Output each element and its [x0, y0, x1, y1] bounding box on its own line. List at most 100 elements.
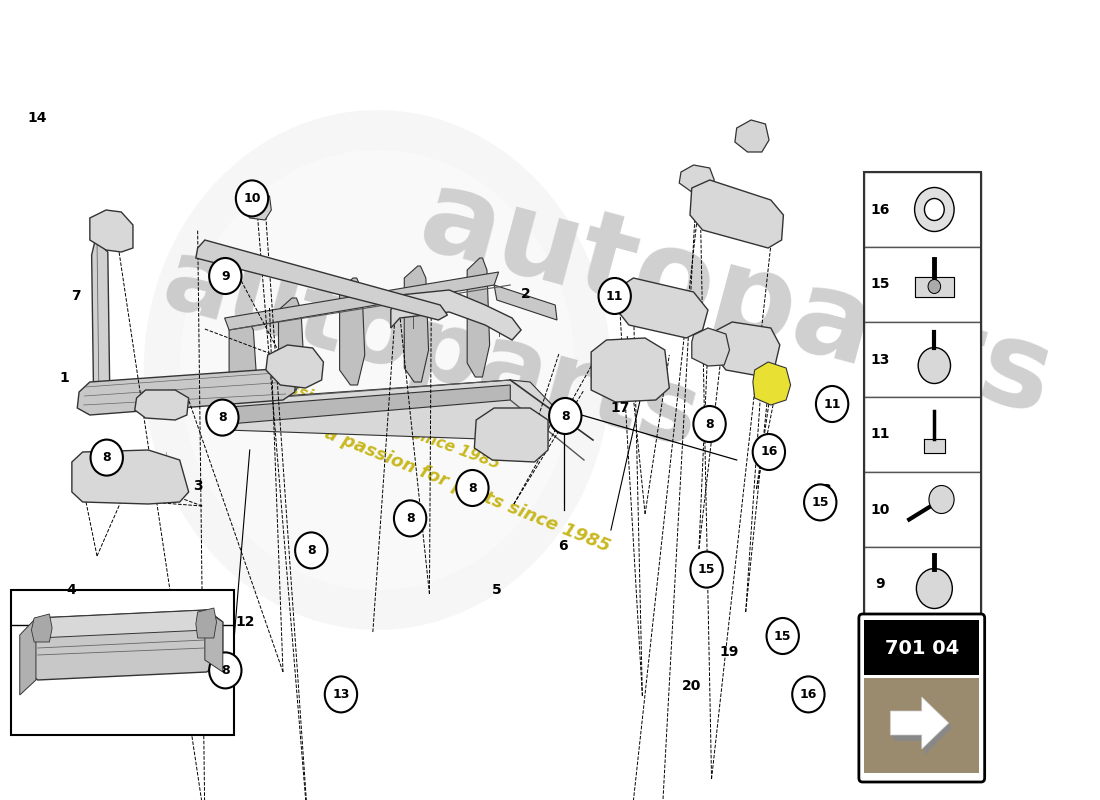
Circle shape: [394, 501, 427, 536]
Text: 16: 16: [871, 202, 890, 217]
Polygon shape: [474, 408, 548, 462]
Text: 16: 16: [800, 688, 817, 701]
Polygon shape: [205, 610, 223, 672]
Circle shape: [549, 398, 582, 434]
Text: 4: 4: [66, 582, 76, 597]
Text: 19: 19: [719, 645, 739, 659]
Text: 12: 12: [235, 615, 255, 630]
Circle shape: [324, 676, 358, 712]
Text: 8: 8: [406, 512, 415, 525]
Polygon shape: [405, 266, 429, 382]
Circle shape: [209, 258, 242, 294]
FancyBboxPatch shape: [859, 614, 984, 782]
Polygon shape: [135, 390, 189, 420]
Polygon shape: [714, 322, 780, 376]
Text: 8: 8: [307, 544, 316, 557]
Circle shape: [235, 180, 268, 216]
Text: 15: 15: [812, 496, 829, 509]
Circle shape: [206, 400, 239, 435]
Text: 1: 1: [59, 370, 69, 385]
Text: 3: 3: [192, 479, 202, 494]
Text: a passion for parts since 1985: a passion for parts since 1985: [322, 424, 613, 556]
Circle shape: [693, 406, 726, 442]
Polygon shape: [340, 278, 365, 385]
Polygon shape: [77, 368, 297, 415]
Polygon shape: [32, 614, 52, 642]
Polygon shape: [20, 618, 36, 695]
Text: 8: 8: [876, 653, 886, 666]
Text: 8: 8: [561, 410, 570, 422]
Polygon shape: [615, 278, 708, 338]
Polygon shape: [218, 385, 510, 425]
Polygon shape: [591, 338, 669, 402]
Polygon shape: [924, 438, 945, 453]
Circle shape: [920, 651, 948, 683]
Bar: [865, 322, 981, 397]
Circle shape: [90, 439, 123, 475]
Polygon shape: [90, 210, 133, 252]
Polygon shape: [72, 450, 189, 504]
Text: 8: 8: [705, 418, 714, 430]
Text: 9: 9: [876, 578, 886, 591]
Bar: [865, 622, 981, 697]
Circle shape: [144, 110, 610, 630]
Text: 20: 20: [682, 679, 702, 694]
Text: 17: 17: [610, 401, 630, 415]
Polygon shape: [690, 180, 783, 248]
Text: 13: 13: [871, 353, 890, 366]
Bar: [865, 172, 981, 247]
Polygon shape: [196, 608, 217, 638]
Text: 9: 9: [221, 270, 230, 282]
Text: 8: 8: [469, 482, 476, 494]
Polygon shape: [468, 258, 490, 377]
Polygon shape: [229, 318, 256, 400]
Polygon shape: [216, 380, 557, 440]
Text: a passion for parts since 1985: a passion for parts since 1985: [253, 369, 502, 471]
Bar: [865, 472, 981, 547]
Polygon shape: [224, 272, 498, 330]
Polygon shape: [196, 240, 448, 320]
Polygon shape: [679, 165, 714, 192]
Circle shape: [598, 278, 631, 314]
Polygon shape: [278, 298, 304, 390]
Circle shape: [456, 470, 488, 506]
Polygon shape: [22, 610, 223, 680]
Circle shape: [916, 569, 953, 609]
Polygon shape: [390, 290, 521, 340]
Text: 8: 8: [102, 451, 111, 464]
Circle shape: [295, 533, 328, 568]
Bar: [11, 590, 233, 735]
Text: 10: 10: [871, 502, 890, 517]
Polygon shape: [752, 362, 791, 405]
Circle shape: [767, 618, 799, 654]
Circle shape: [209, 653, 242, 688]
Bar: [865, 678, 979, 773]
Text: 16: 16: [760, 446, 778, 458]
Text: 8: 8: [218, 411, 227, 424]
Polygon shape: [735, 120, 769, 152]
Polygon shape: [930, 638, 938, 667]
Text: 15: 15: [697, 563, 715, 576]
Circle shape: [930, 486, 954, 514]
Circle shape: [804, 484, 836, 520]
Polygon shape: [91, 240, 121, 400]
Text: 14: 14: [28, 111, 47, 126]
Polygon shape: [266, 345, 323, 388]
Circle shape: [752, 434, 785, 470]
Text: 15: 15: [774, 630, 791, 642]
Text: 5: 5: [492, 582, 502, 597]
Polygon shape: [890, 697, 948, 749]
Polygon shape: [692, 328, 729, 366]
Circle shape: [691, 552, 723, 587]
Text: autoparts: autoparts: [408, 160, 1066, 440]
Text: 8: 8: [221, 664, 230, 677]
Circle shape: [179, 150, 575, 590]
Text: 15: 15: [871, 278, 890, 291]
Circle shape: [816, 386, 848, 422]
Polygon shape: [914, 277, 954, 297]
Text: autoparts: autoparts: [153, 232, 710, 468]
Text: 13: 13: [332, 688, 350, 701]
Text: 10: 10: [243, 192, 261, 205]
Circle shape: [914, 187, 954, 231]
Polygon shape: [241, 192, 272, 220]
